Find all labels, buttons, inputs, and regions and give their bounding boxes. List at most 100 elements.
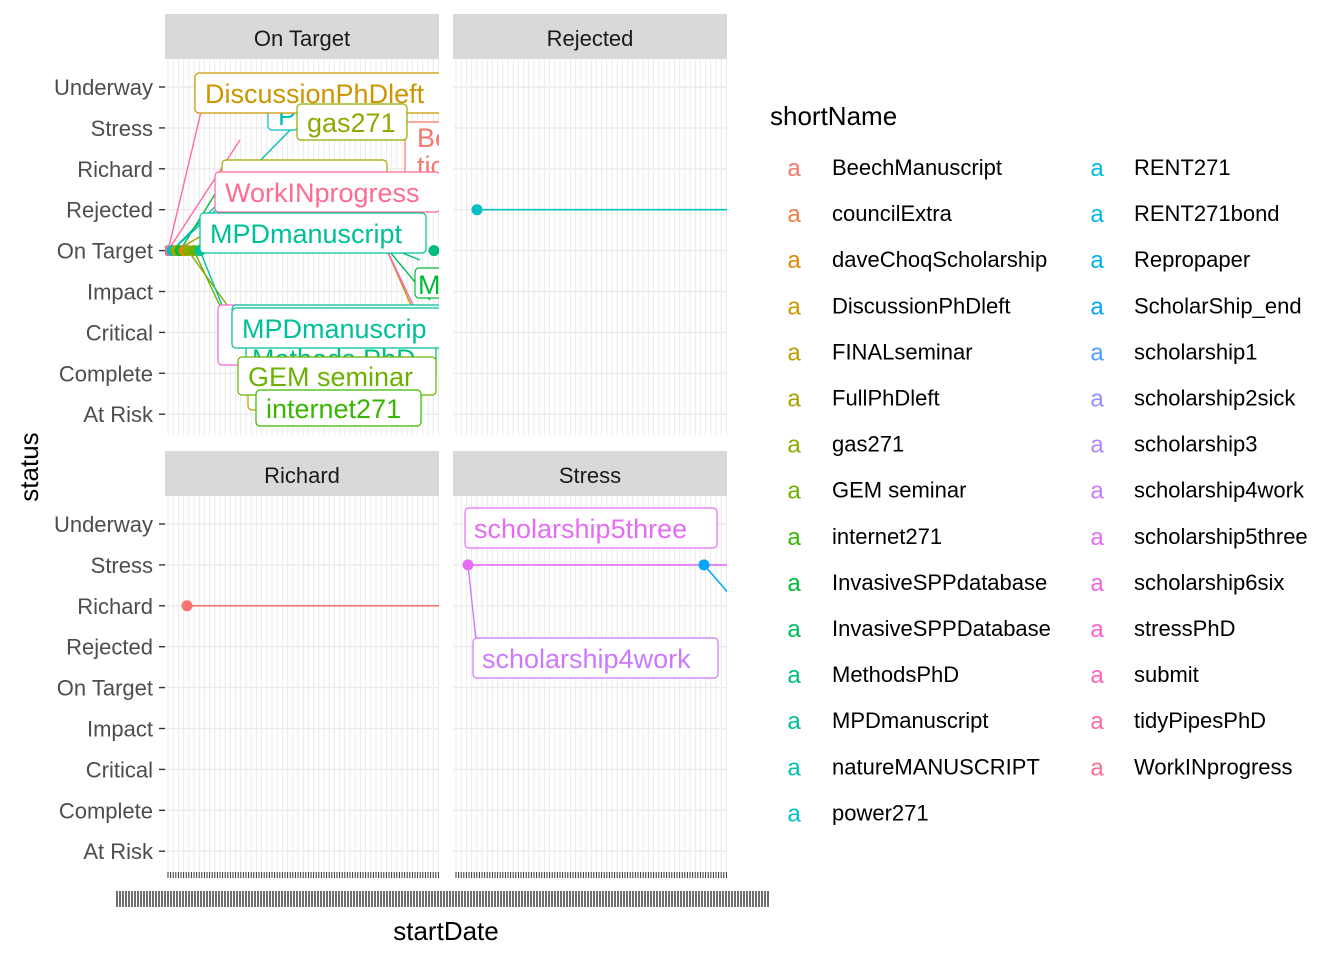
legend-key: a xyxy=(1090,478,1104,505)
x-tick-labels xyxy=(116,891,769,907)
legend-entry: a scholarship3 xyxy=(1090,432,1257,459)
x-tick-label-overlap xyxy=(233,891,235,907)
x-tick-label-overlap xyxy=(725,891,727,907)
facet-rejected: Rejected xyxy=(453,14,727,435)
y-tick-label: At Risk xyxy=(83,402,154,427)
legend-key: a xyxy=(787,662,801,689)
x-tick-label-overlap xyxy=(206,891,208,907)
legend-key: a xyxy=(787,478,801,505)
x-tick-label-overlap xyxy=(293,891,295,907)
legend-key: a xyxy=(787,247,801,274)
x-tick-label-overlap xyxy=(692,891,694,907)
facet-strip xyxy=(453,451,727,496)
x-tick-label-overlap xyxy=(428,891,430,907)
x-tick-label-overlap xyxy=(419,891,421,907)
x-tick-label-overlap xyxy=(485,891,487,907)
x-tick-label-overlap xyxy=(272,891,274,907)
axes: Underway Stress Richard Rejected On Target Im… xyxy=(54,75,769,907)
leader-line xyxy=(167,94,206,251)
x-tick-label-overlap xyxy=(341,891,343,907)
label-box xyxy=(214,171,439,213)
x-tick-label-overlap xyxy=(218,891,220,907)
x-tick-label-overlap xyxy=(500,891,502,907)
legend-key: a xyxy=(787,708,801,735)
x-tick-label-overlap xyxy=(518,891,520,907)
panel-background xyxy=(165,496,439,872)
x-tick-label-overlap xyxy=(194,891,196,907)
x-tick-label-overlap xyxy=(176,891,178,907)
x-tick-label-overlap xyxy=(647,891,649,907)
x-tick-label-overlap xyxy=(425,891,427,907)
legend-entry: a WorkINprogress xyxy=(1090,754,1292,781)
legend-key: a xyxy=(1090,754,1104,781)
x-tick-label-overlap xyxy=(515,891,517,907)
x-tick-label-overlap xyxy=(569,891,571,907)
legend-entry: a MPDmanuscript xyxy=(787,708,988,735)
x-tick-label-overlap xyxy=(677,891,679,907)
x-tick-label-overlap xyxy=(224,891,226,907)
x-tick-label-overlap xyxy=(146,891,148,907)
x-tick-label-overlap xyxy=(179,891,181,907)
x-tick-label-overlap xyxy=(548,891,550,907)
legend-label: scholarship1 xyxy=(1134,339,1258,364)
x-tick-label-overlap xyxy=(665,891,667,907)
x-tick-label-overlap xyxy=(542,891,544,907)
gridlines xyxy=(165,496,439,872)
data-label: scholarship4work xyxy=(482,644,691,674)
legend-label: FullPhDleft xyxy=(832,386,940,411)
x-tick-label-overlap xyxy=(746,891,748,907)
label-box xyxy=(255,389,422,427)
x-tick-label-overlap xyxy=(143,891,145,907)
legend-label: ScholarShip_end xyxy=(1134,293,1302,318)
x-tick-label-overlap xyxy=(740,891,742,907)
x-tick-label-overlap xyxy=(596,891,598,907)
legend-label: scholarship2sick xyxy=(1134,386,1296,411)
x-tick-label-overlap xyxy=(734,891,736,907)
facet-strip-label: Stress xyxy=(559,463,621,488)
y-tick-label: Complete xyxy=(59,798,153,823)
x-tick-label-overlap xyxy=(689,891,691,907)
x-tick-label-overlap xyxy=(662,891,664,907)
panel-content: BeticMMethods PhDPDiscussionPhDleftgas27… xyxy=(165,72,439,427)
legend-key: a xyxy=(787,616,801,643)
x-tick-label-overlap xyxy=(512,891,514,907)
legend-key: a xyxy=(787,524,801,551)
legend-entry: a natureMANUSCRIPT xyxy=(787,754,1040,781)
y-tick-label: Richard xyxy=(77,594,153,619)
legend-key: a xyxy=(787,800,801,827)
x-tick-label-overlap xyxy=(749,891,751,907)
legend-entry: a GEM seminar xyxy=(787,478,966,505)
x-tick-label-overlap xyxy=(668,891,670,907)
x-tick-label-overlap xyxy=(764,891,766,907)
x-tick-label-overlap xyxy=(248,891,250,907)
x-tick-label-overlap xyxy=(698,891,700,907)
facet-strip xyxy=(453,14,727,59)
legend-label: Repropaper xyxy=(1134,247,1250,272)
x-tick-label-overlap xyxy=(602,891,604,907)
legend-key: a xyxy=(1090,524,1104,551)
legend-key: a xyxy=(1090,662,1104,689)
x-tick-label-overlap xyxy=(638,891,640,907)
panel-background xyxy=(453,496,727,872)
x-tick-label-overlap xyxy=(755,891,757,907)
x-tick-label-overlap xyxy=(686,891,688,907)
legend-key: a xyxy=(1090,339,1104,366)
facet-strip xyxy=(165,451,439,496)
x-tick-label-overlap xyxy=(413,891,415,907)
data-point xyxy=(698,559,710,571)
x-tick-label-overlap xyxy=(335,891,337,907)
x-tick-label-overlap xyxy=(122,891,124,907)
legend-entry: a BeechManuscript xyxy=(787,155,1002,182)
x-tick-label-overlap xyxy=(380,891,382,907)
leader-line xyxy=(467,564,477,641)
legend-key: a xyxy=(1090,432,1104,459)
x-tick-label-overlap xyxy=(533,891,535,907)
x-tick-label-overlap xyxy=(302,891,304,907)
legend-entry: a Repropaper xyxy=(1090,247,1250,274)
x-tick-label-overlap xyxy=(560,891,562,907)
legend-entry: a scholarship2sick xyxy=(1090,386,1296,413)
x-tick-label-overlap xyxy=(566,891,568,907)
facet-strip xyxy=(165,14,439,59)
x-tick-label-overlap xyxy=(332,891,334,907)
x-tick-label-overlap xyxy=(365,891,367,907)
